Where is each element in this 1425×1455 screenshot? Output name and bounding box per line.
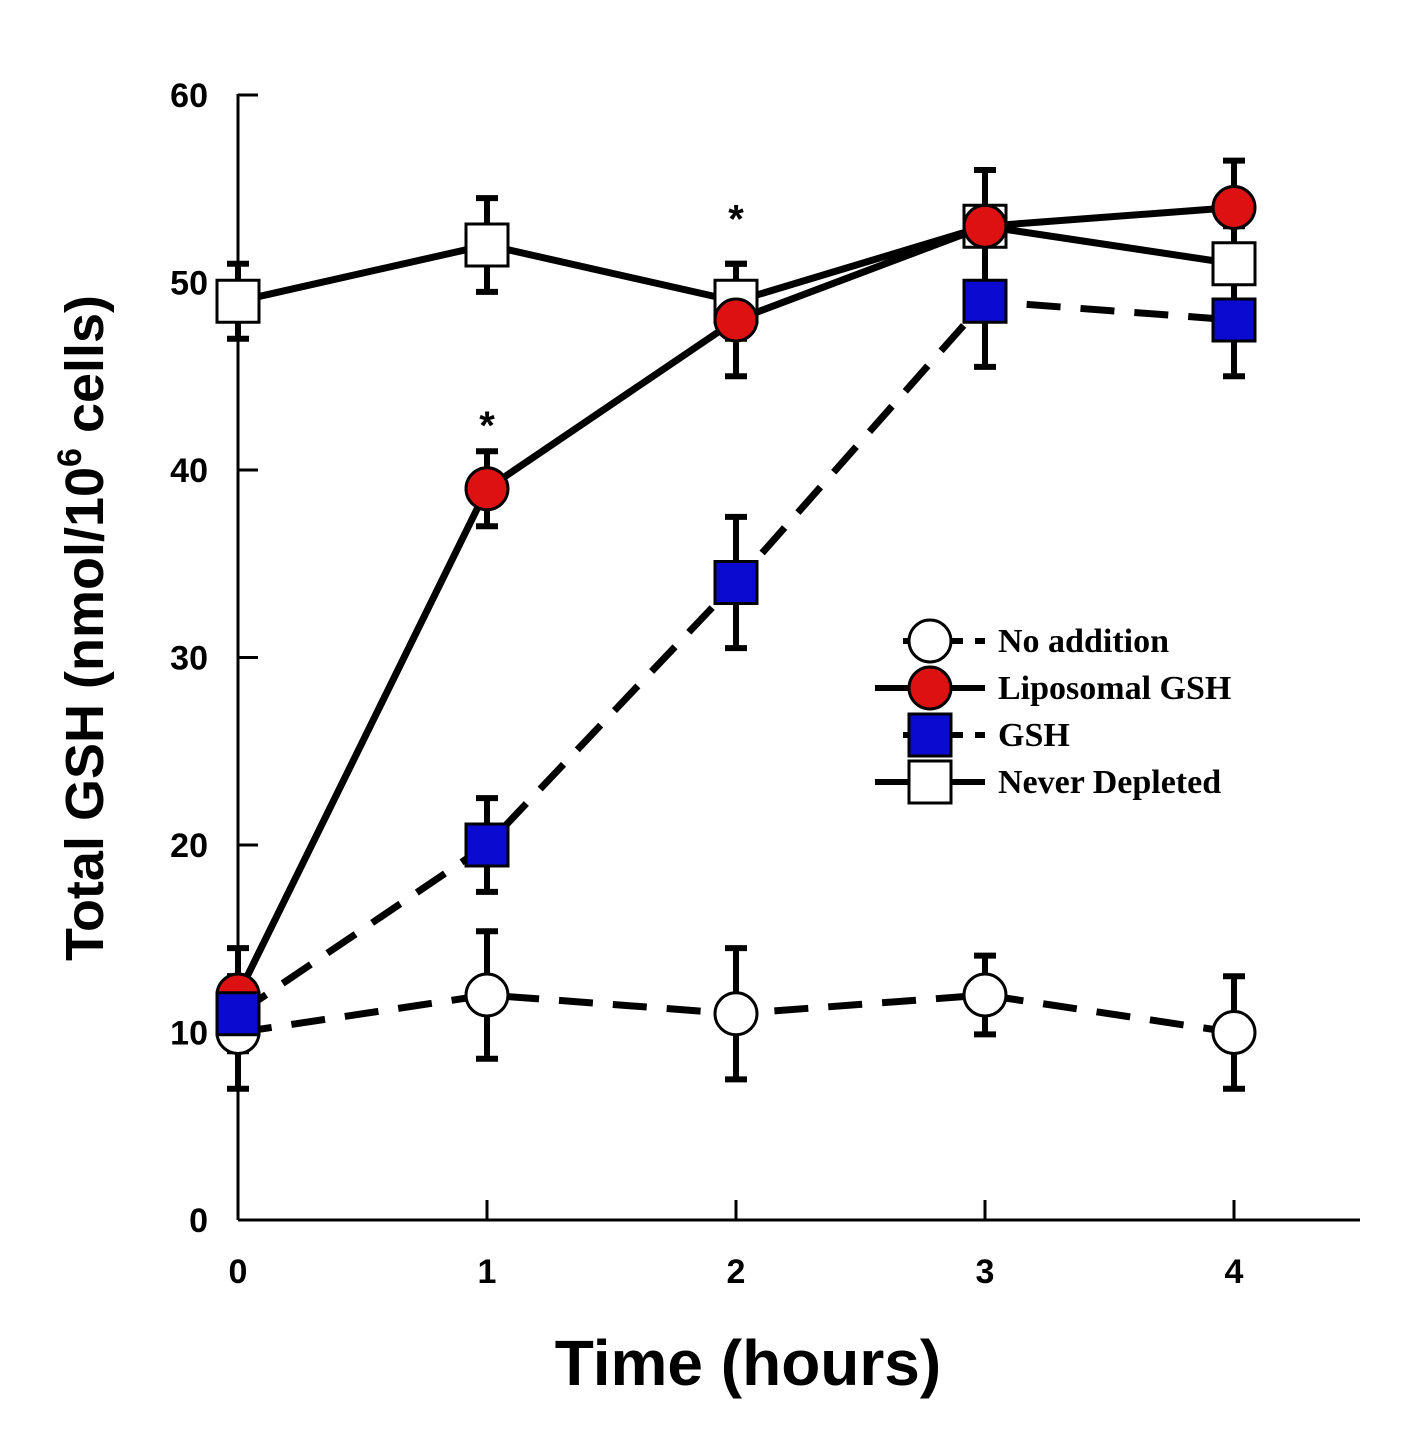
data-point-liposomal-gsh [962,203,1008,249]
legend-label: Liposomal GSH [998,670,1231,707]
legend-label: GSH [998,717,1070,754]
x-tick-label: 0 [229,1253,248,1291]
y-axis-title-tail: cells) [55,295,115,448]
x-tick-label: 4 [1225,1253,1244,1291]
legend-marker [907,618,953,664]
data-point-gsh [464,822,510,868]
legend-marker [907,759,953,805]
y-tick-label: 40 [170,452,208,490]
legend: No addition Liposomal GSH GSH Never Deplete… [875,618,1231,805]
x-tick-label: 2 [727,1253,746,1291]
legend-marker [907,665,953,711]
data-point-liposomal-gsh [713,297,759,343]
y-axis-title-superscript: 6 [51,448,89,467]
data-markers [215,185,1257,1055]
data-point-gsh [713,560,759,605]
data-point-no-addition [962,972,1008,1018]
legend-item-no-addition: No addition [903,618,1169,664]
y-tick-label: 0 [189,1202,208,1240]
significance-asterisk: * [479,404,495,448]
significance-asterisk: * [728,198,744,242]
y-tick-label: 60 [170,77,208,115]
data-point-gsh [1211,297,1257,343]
data-point-liposomal-gsh [464,466,510,512]
y-tick-label: 30 [170,640,208,678]
data-point-never-depleted [1211,241,1257,287]
data-point-no-addition [713,991,759,1037]
legend-marker [907,712,953,758]
data-point-liposomal-gsh [1211,185,1257,230]
x-tick-label: 1 [478,1253,497,1291]
data-point-never-depleted [464,222,510,268]
y-axis-title-main: Total GSH (nmol/10 [55,467,115,961]
annotations: ** [479,198,744,448]
x-axis-title: Time (hours) [555,1327,941,1399]
legend-label: No addition [998,623,1169,660]
y-axis-title: Total GSH (nmol/106 cells) [51,295,115,961]
x-tick-label: 3 [976,1253,995,1291]
legend-item-gsh: GSH [903,712,1070,758]
data-point-never-depleted [215,278,261,324]
y-tick-label: 10 [170,1015,208,1053]
data-point-gsh [962,278,1008,324]
legend-item-never-depleted: Never Depleted [875,759,1221,805]
legend-label: Never Depleted [998,764,1221,801]
data-point-gsh [215,991,261,1037]
y-tick-label: 50 [170,265,208,303]
legend-item-liposomal-gsh: Liposomal GSH [875,665,1231,711]
data-point-no-addition [1211,1010,1257,1055]
data-point-no-addition [464,972,510,1018]
y-tick-label: 20 [170,827,208,865]
ticks: 0 10 20 30 40 50 60 0 1 2 3 4 [170,77,1243,1291]
